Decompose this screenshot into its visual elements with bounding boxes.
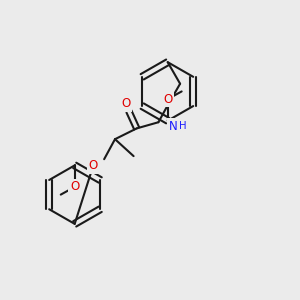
Text: O: O [163, 93, 172, 106]
Text: O: O [89, 159, 98, 172]
Text: N: N [169, 120, 178, 133]
Text: H: H [179, 121, 187, 131]
Text: O: O [121, 97, 130, 110]
Text: O: O [70, 180, 79, 194]
